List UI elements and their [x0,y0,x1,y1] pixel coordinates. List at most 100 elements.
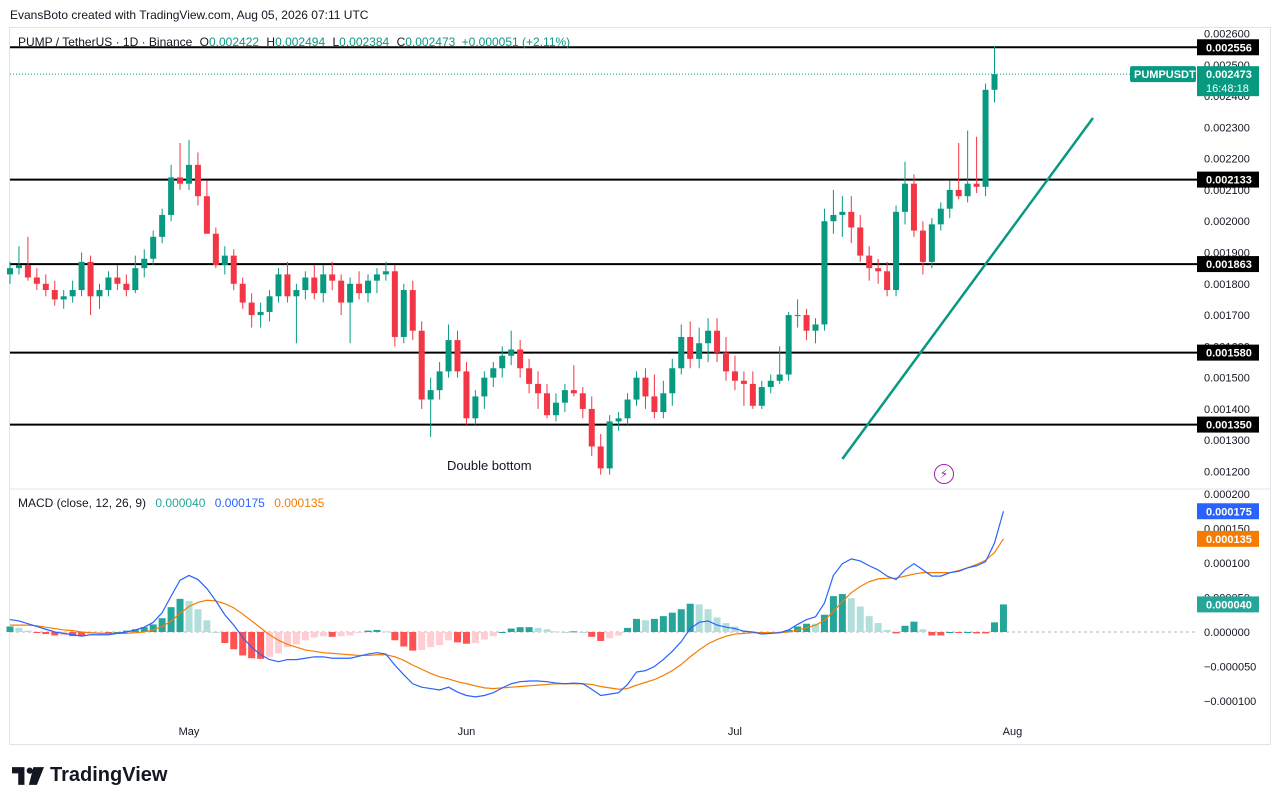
candle-body [723,352,729,372]
candle-body [597,446,604,469]
symbol-tag: PUMPUSDT [1134,69,1196,81]
candle-body [123,283,130,291]
level-label-bg [1197,171,1259,188]
countdown-label: 16:48:18 [1206,83,1249,95]
macd-histogram-bar [221,632,229,644]
macd-histogram-bar [820,614,828,632]
candle-body [105,277,112,291]
candle-body [830,214,837,222]
macd-histogram-bar [445,632,453,641]
price-tick-label: 0.001300 [1204,435,1250,447]
candle-body [436,371,443,391]
candle-body [373,274,380,281]
candle-body [526,368,533,384]
macd-histogram-bar [391,632,399,641]
signal-value-tag-bg [1197,530,1259,547]
macd-histogram-bar [659,616,667,632]
level-label-bg [1197,256,1259,273]
macd-histogram-bar [785,629,793,632]
macd-histogram-bar [149,624,157,632]
symbol-legend: PUMP / TetherUS · 1D · Binance O0.002422… [18,35,570,49]
candle-body [150,236,157,259]
candle-body [991,74,998,90]
macd-histogram-bar [731,626,739,632]
candle-body [391,271,398,337]
macd-signal-value: 0.000135 [274,496,325,510]
macd-histogram-bar [812,623,819,632]
candle-body [347,283,354,303]
candle-body [481,377,488,397]
candle-body [60,296,67,300]
macd-histogram-bar [382,631,390,633]
macd-histogram-bar [686,603,694,632]
macd-histogram-bar [633,618,640,632]
price-tick-label: 0.001700 [1204,310,1250,322]
candle-body [910,183,917,231]
close-label: C [396,35,406,49]
macd-histogram-bar [794,626,802,632]
macd-histogram-bar [597,632,605,641]
chart-frame[interactable] [9,27,1271,745]
bolt-icon[interactable]: ⚡ [934,464,954,484]
macd-histogram-bar [131,629,139,632]
level-label: 0.001350 [1206,420,1252,432]
candle-body [857,227,864,256]
candle-body [293,290,300,297]
macd-histogram-bar [829,596,837,632]
macd-value-tag-bg [1197,503,1259,520]
macd-value-tag: 0.000175 [1206,506,1252,518]
time-axis-label: Jul [728,726,742,738]
price-tick-label: 0.002300 [1204,122,1250,134]
candle-body [445,340,452,372]
candle-body [606,421,613,469]
macd-histogram-bar [78,632,86,637]
level-label-bg [1197,344,1259,361]
candle-body [51,290,58,300]
macd-histogram-bar [409,632,417,651]
candle-body [794,315,801,317]
macd-histogram-bar [310,632,318,638]
macd-title[interactable]: MACD (close, 12, 26, 9) [18,496,147,510]
macd-histogram-bar [480,632,488,640]
symbol-info[interactable]: PUMP / TetherUS · 1D · Binance [18,35,193,49]
macd-histogram-bar [919,629,927,632]
level-label: 0.001580 [1206,348,1252,360]
macd-histogram-bar [498,632,506,633]
candle-body [570,390,577,394]
macd-histogram-bar [982,632,990,634]
macd-histogram-bar [489,632,497,637]
time-axis-label: Jun [458,726,476,738]
price-tick-label: 0.001500 [1204,373,1250,385]
level-label-bg [1197,416,1259,433]
candle-body [499,355,506,369]
macd-histogram-bar [838,594,846,632]
macd-histogram-bar [328,632,336,637]
candle-body [714,330,721,353]
candle-body [239,283,246,303]
candle-body [740,380,747,384]
price-tick-label: 0.002200 [1204,154,1250,166]
macd-histogram-bar [901,625,909,632]
macd-histogram-bar [167,607,175,632]
macd-histogram-bar [69,632,77,637]
candle-body [409,290,416,331]
candle-body [946,189,953,209]
macd-histogram-bar [113,632,121,633]
hist-value-tag: 0.000040 [1206,599,1252,611]
macd-line [9,511,1005,698]
candle-body [651,396,658,413]
price-tick-label: 0.002000 [1204,216,1250,228]
macd-histogram-bar [355,632,363,633]
candle-body [194,164,201,197]
chart-caption: EvansBoto created with TradingView.com, … [10,8,369,22]
macd-tick-label: −0.000100 [1204,696,1256,708]
macd-histogram-bar [266,632,274,657]
candle-body [902,183,908,212]
close-value: 0.002473 [405,35,456,49]
macd-histogram-bar [964,632,972,633]
macd-histogram-bar [507,628,515,632]
candle-body [919,230,926,262]
macd-histogram-bar [856,606,864,632]
macd-histogram-bar [436,632,444,646]
